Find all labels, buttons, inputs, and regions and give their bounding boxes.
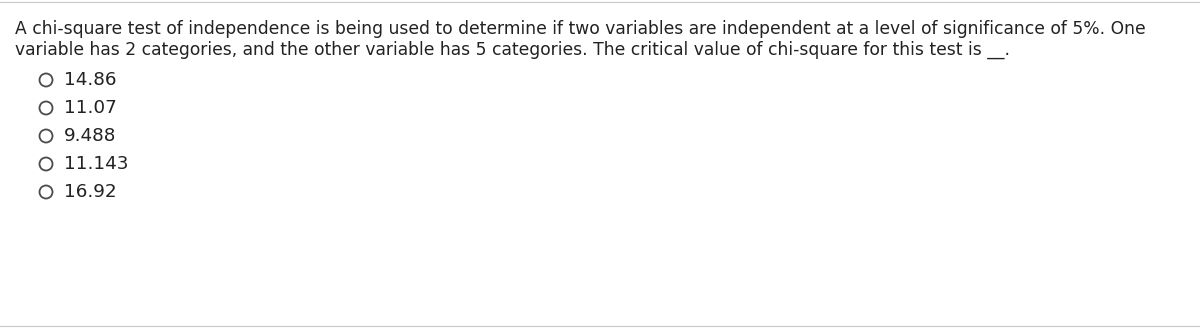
Text: 11.07: 11.07	[64, 99, 116, 117]
Text: 14.86: 14.86	[64, 71, 116, 89]
Text: 9.488: 9.488	[64, 127, 116, 145]
Text: A chi-square test of independence is being used to determine if two variables ar: A chi-square test of independence is bei…	[14, 20, 1146, 38]
Text: variable has 2 categories, and the other variable has 5 categories. The critical: variable has 2 categories, and the other…	[14, 41, 1010, 59]
Text: 16.92: 16.92	[64, 183, 116, 201]
Text: 11.143: 11.143	[64, 155, 128, 173]
